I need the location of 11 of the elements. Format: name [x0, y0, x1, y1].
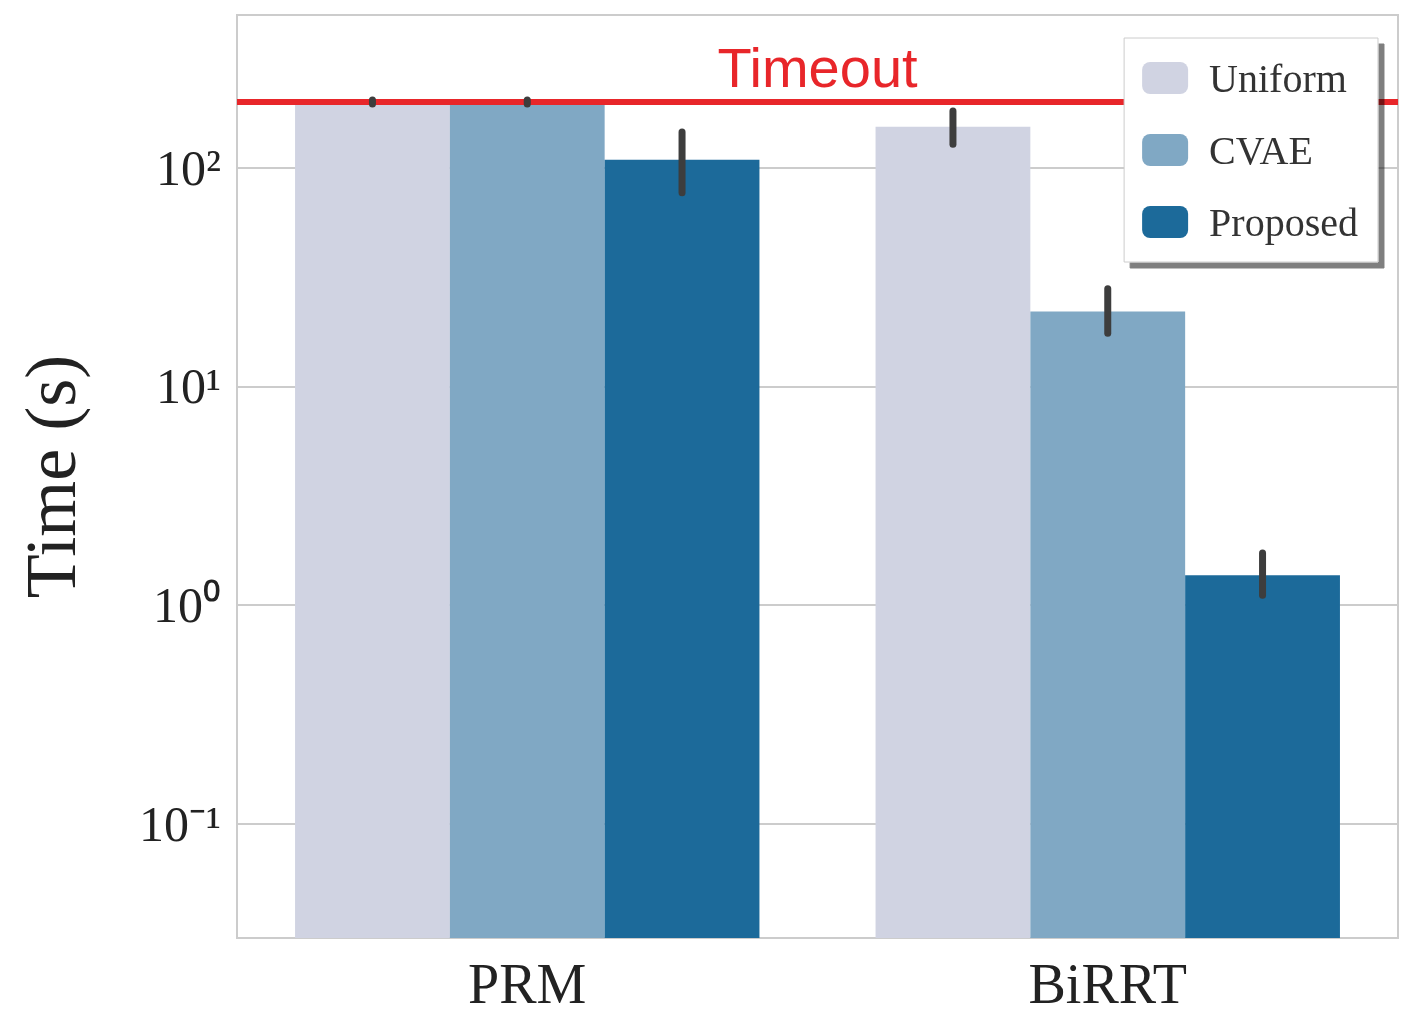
y-tick-label: 10¹	[156, 358, 221, 415]
legend-label: CVAE	[1209, 127, 1313, 173]
x-tick-label: BiRRT	[1028, 953, 1187, 1015]
legend-label: Uniform	[1209, 55, 1347, 101]
y-axis-title: Time (s)	[11, 354, 91, 599]
y-tick-label: 10⁰	[153, 577, 221, 634]
legend-label: Proposed	[1209, 199, 1358, 245]
y-tick-label: 10²	[156, 139, 221, 196]
ref-line-label: Timeout	[717, 36, 919, 100]
y-tick-label: 10⁻¹	[139, 795, 221, 852]
x-tick-label: PRM	[468, 953, 587, 1015]
